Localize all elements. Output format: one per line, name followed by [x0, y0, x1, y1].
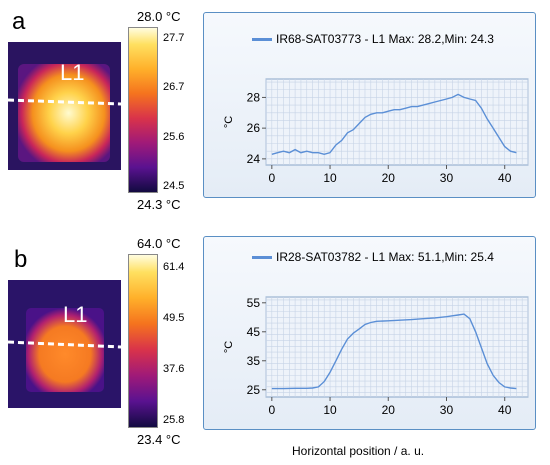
colorbar-tick: 37.6	[163, 363, 185, 375]
legend-swatch	[252, 38, 272, 41]
series-line	[271, 93, 517, 156]
x-tick-label: 10	[323, 171, 337, 185]
line-chart-b: IR28-SAT03782 - L1 Max: 51.1,Min: 25.4 0…	[203, 236, 536, 430]
y-tick-label: 25	[247, 383, 261, 397]
image-label-a: L1	[60, 60, 84, 85]
colorbar-max-label-a: 28.0 °C	[137, 9, 181, 24]
colorbar-tick: 61.4	[163, 261, 185, 273]
x-tick-label: 0	[268, 403, 275, 417]
x-tick-label: 20	[382, 403, 396, 417]
y-tick-label: 26	[247, 121, 261, 135]
x-tick-label: 20	[382, 171, 396, 185]
colorbar-tick: 25.6	[163, 131, 185, 143]
panel-letter-b: b	[14, 246, 28, 273]
x-tick-label: 0	[268, 171, 275, 185]
legend-text: IR68-SAT03773 - L1 Max: 28.2,Min: 24.3	[276, 32, 494, 46]
image-label-b: L1	[63, 302, 87, 327]
x-tick-label: 40	[498, 171, 512, 185]
colorbar-tick: 27.7	[163, 32, 185, 44]
y-tick-label: 24	[247, 152, 261, 166]
line-chart-a: IR68-SAT03773 - L1 Max: 28.2,Min: 24.3 0…	[203, 12, 536, 198]
panel-letter-a: a	[12, 8, 26, 35]
colorbar-tick: 24.5	[163, 180, 185, 192]
legend-a: IR68-SAT03773 - L1 Max: 28.2,Min: 24.3	[252, 33, 522, 63]
legend-text: IR28-SAT03782 - L1 Max: 51.1,Min: 25.4	[276, 250, 494, 264]
y-tick-label: 28	[247, 90, 261, 104]
x-tick-label: 10	[323, 403, 337, 417]
x-tick-label: 40	[498, 403, 512, 417]
y-tick-label: 45	[247, 325, 261, 339]
colorbar-b	[128, 254, 158, 428]
y-axis-label: °C	[223, 341, 235, 353]
plot-area	[265, 296, 529, 398]
colorbar-tick: 25.8	[163, 414, 185, 426]
x-tick-label: 30	[440, 403, 454, 417]
legend-swatch	[252, 256, 272, 259]
y-axis-label: °C	[223, 116, 235, 128]
y-tick-label: 55	[247, 296, 261, 310]
series-line	[271, 313, 517, 390]
plot-svg-b: 0 10 20 30 40 25 35 45 55 °C	[223, 296, 529, 417]
colorbar-min-label-a: 24.3 °C	[137, 197, 181, 212]
legend-b: IR28-SAT03782 - L1 Max: 51.1,Min: 25.4	[252, 251, 522, 281]
colorbar-min-label-b: 23.4 °C	[137, 432, 181, 447]
colorbar-max-label-b: 64.0 °C	[137, 236, 181, 251]
thermal-image-b: L1	[8, 280, 121, 408]
colorbar-tick: 26.7	[163, 81, 185, 93]
thermal-image-a: L1	[8, 42, 121, 170]
colorbar-tick: 49.5	[163, 312, 185, 324]
colorbar-a	[128, 27, 158, 193]
plot-svg-a: 0 10 20 30 40 24 26 28 °C	[223, 78, 529, 185]
y-tick-label: 35	[247, 354, 261, 368]
x-tick-label: 30	[440, 171, 454, 185]
x-axis-label: Horizontal position / a. u.	[292, 444, 425, 458]
